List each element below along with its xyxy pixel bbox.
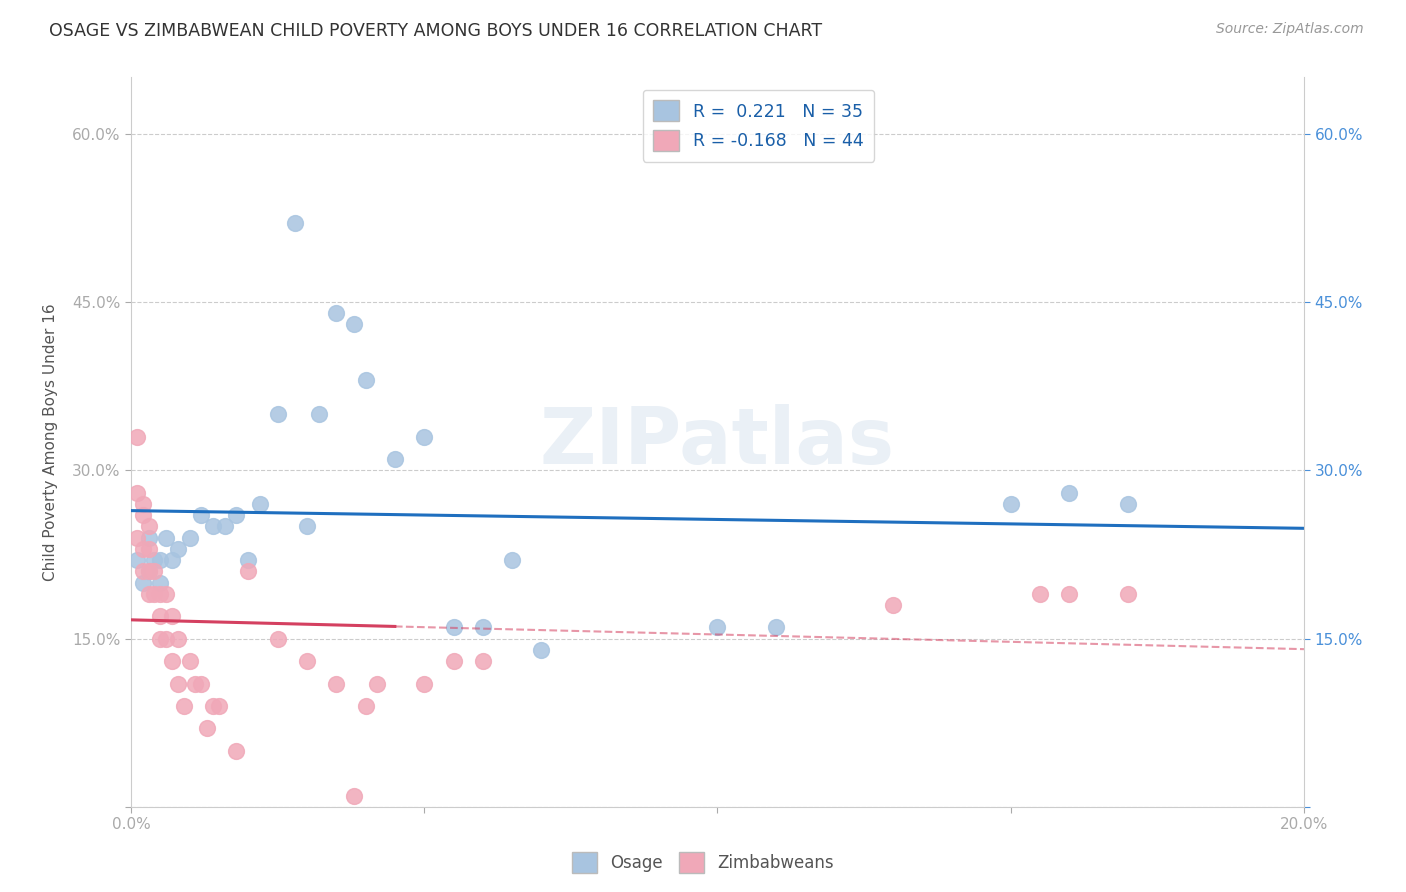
Point bbox=[160, 609, 183, 624]
Y-axis label: Child Poverty Among Boys Under 16: Child Poverty Among Boys Under 16 bbox=[44, 303, 58, 581]
Point bbox=[295, 519, 318, 533]
Point bbox=[125, 531, 148, 545]
Point bbox=[1029, 587, 1052, 601]
Legend: Osage, Zimbabweans: Osage, Zimbabweans bbox=[565, 846, 841, 880]
Point bbox=[266, 632, 288, 646]
Point bbox=[1116, 497, 1139, 511]
Point bbox=[138, 587, 160, 601]
Point bbox=[149, 553, 172, 567]
Point bbox=[138, 519, 160, 533]
Point bbox=[202, 698, 225, 713]
Point bbox=[706, 620, 728, 634]
Point bbox=[138, 541, 160, 556]
Point bbox=[471, 654, 494, 668]
Point bbox=[179, 531, 201, 545]
Point bbox=[160, 654, 183, 668]
Point bbox=[343, 318, 366, 332]
Point bbox=[155, 587, 177, 601]
Point bbox=[166, 541, 188, 556]
Point bbox=[471, 620, 494, 634]
Point bbox=[325, 306, 347, 320]
Point bbox=[366, 676, 388, 690]
Point bbox=[882, 598, 904, 612]
Point bbox=[125, 429, 148, 443]
Point bbox=[249, 497, 271, 511]
Point bbox=[1000, 497, 1022, 511]
Point bbox=[354, 698, 377, 713]
Point bbox=[308, 407, 330, 421]
Point bbox=[131, 508, 153, 523]
Point bbox=[155, 531, 177, 545]
Point bbox=[166, 676, 188, 690]
Point bbox=[384, 452, 406, 467]
Point bbox=[149, 587, 172, 601]
Point bbox=[413, 429, 436, 443]
Point bbox=[125, 553, 148, 567]
Point bbox=[131, 575, 153, 590]
Point bbox=[1116, 587, 1139, 601]
Point bbox=[443, 620, 465, 634]
Point bbox=[190, 676, 212, 690]
Point bbox=[143, 564, 166, 578]
Text: OSAGE VS ZIMBABWEAN CHILD POVERTY AMONG BOYS UNDER 16 CORRELATION CHART: OSAGE VS ZIMBABWEAN CHILD POVERTY AMONG … bbox=[49, 22, 823, 40]
Point bbox=[131, 564, 153, 578]
Point bbox=[295, 654, 318, 668]
Point bbox=[173, 698, 195, 713]
Point bbox=[238, 553, 260, 567]
Point bbox=[413, 676, 436, 690]
Point bbox=[266, 407, 288, 421]
Point bbox=[343, 789, 366, 803]
Point bbox=[138, 564, 160, 578]
Point bbox=[143, 587, 166, 601]
Text: Source: ZipAtlas.com: Source: ZipAtlas.com bbox=[1216, 22, 1364, 37]
Point bbox=[160, 553, 183, 567]
Point bbox=[1059, 485, 1081, 500]
Point bbox=[149, 632, 172, 646]
Point bbox=[284, 216, 307, 230]
Point bbox=[208, 698, 231, 713]
Point bbox=[202, 519, 225, 533]
Point bbox=[138, 564, 160, 578]
Legend: R =  0.221   N = 35, R = -0.168   N = 44: R = 0.221 N = 35, R = -0.168 N = 44 bbox=[643, 90, 875, 161]
Point bbox=[131, 497, 153, 511]
Point bbox=[195, 722, 218, 736]
Point bbox=[238, 564, 260, 578]
Point bbox=[149, 609, 172, 624]
Point bbox=[131, 541, 153, 556]
Point bbox=[214, 519, 236, 533]
Point bbox=[138, 531, 160, 545]
Point bbox=[155, 632, 177, 646]
Point bbox=[225, 508, 247, 523]
Point bbox=[166, 632, 188, 646]
Point bbox=[354, 374, 377, 388]
Point bbox=[225, 744, 247, 758]
Point bbox=[125, 485, 148, 500]
Point bbox=[1059, 587, 1081, 601]
Point bbox=[149, 575, 172, 590]
Point bbox=[325, 676, 347, 690]
Point bbox=[443, 654, 465, 668]
Point bbox=[143, 553, 166, 567]
Point bbox=[501, 553, 523, 567]
Point bbox=[184, 676, 207, 690]
Point bbox=[530, 643, 553, 657]
Text: ZIPatlas: ZIPatlas bbox=[540, 404, 896, 480]
Point bbox=[765, 620, 787, 634]
Point bbox=[179, 654, 201, 668]
Point bbox=[190, 508, 212, 523]
